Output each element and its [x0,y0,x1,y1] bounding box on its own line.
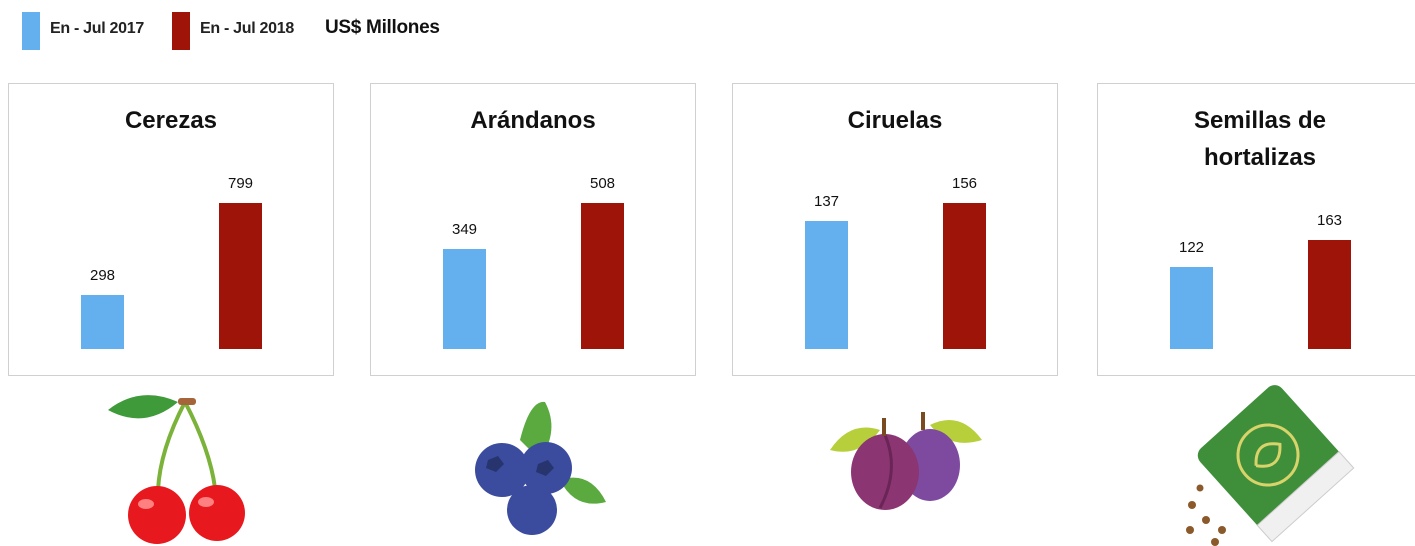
value-label: 349 [451,220,478,238]
legend-swatch-0 [22,12,40,50]
chart-title: Cerezas [124,107,218,134]
legend: En - Jul 2017 En - Jul 2018 US$ Millones [0,0,600,60]
bar [81,294,124,349]
value-label: 298 [89,266,116,284]
bar [1308,240,1351,349]
bar [805,220,848,349]
bar [1170,267,1213,349]
bar [943,203,986,349]
chart-panel: Semillas de hortalizas 122 163 [1097,83,1415,376]
chart-panel: Cerezas 298 799 [8,83,334,376]
value-label: 156 [951,175,978,192]
chart-panel: Ciruelas 137 156 [732,83,1058,376]
value-label: 163 [1316,212,1343,229]
legend-label: En - Jul 2017 [50,20,144,37]
value-label: 799 [227,175,254,192]
legend-label: En - Jul 2018 [200,20,294,37]
bar [219,203,262,349]
plum-icon [830,412,982,510]
chart-title: Semillas de hortalizas [1193,107,1327,171]
seed-packet-icon [1186,385,1355,546]
legend-swatch-1 [172,12,190,50]
unit-label: US$ Millones [325,17,440,38]
chart-title: Ciruelas [847,107,943,134]
chart-title: Arándanos [470,107,596,134]
blueberry-icon [475,401,606,535]
bar [581,203,624,349]
value-label: 137 [813,192,840,210]
icons [108,385,1355,546]
cherry-icon [108,395,245,544]
bar [443,248,486,349]
chart-panel: Arándanos 349 508 [370,83,696,376]
value-label: 508 [589,175,616,192]
value-label: 122 [1178,239,1205,257]
